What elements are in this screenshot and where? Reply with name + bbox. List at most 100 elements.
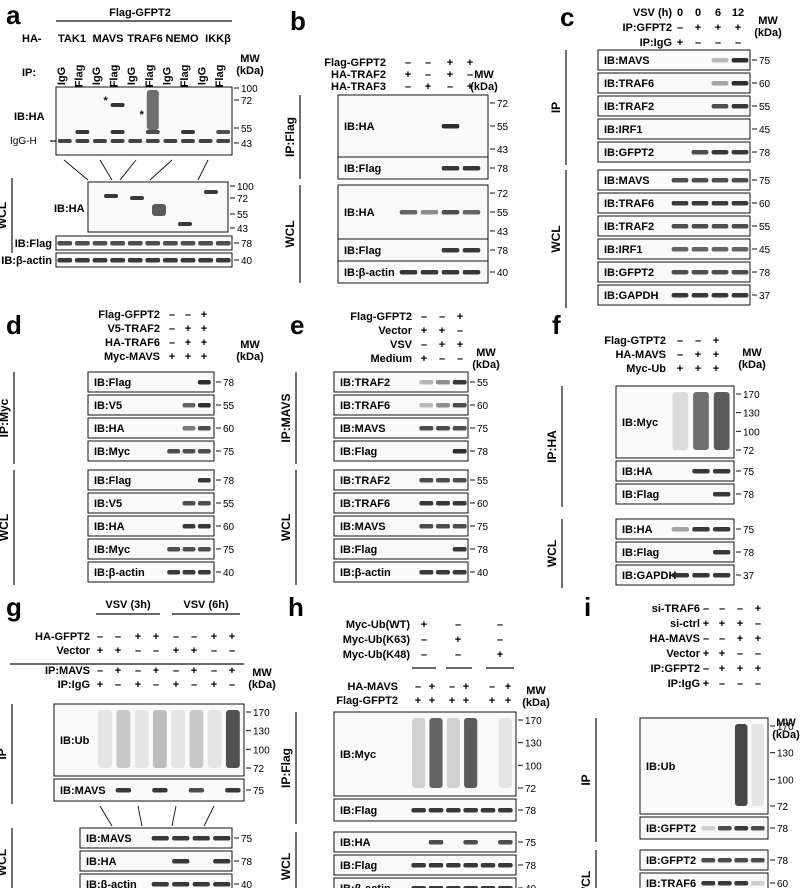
treatment-sign: + [719,663,725,675]
treatment-sign: – [169,309,175,321]
mw-marker-label: 75 [223,545,235,556]
blot-band [92,241,108,246]
treatment-sign: – [497,619,503,631]
mw-marker-label: 60 [477,499,489,510]
blot-frame [55,235,233,251]
ub-smear [734,724,748,806]
ip-section-label: IP:MAVS [279,393,293,442]
blot-band [182,449,196,454]
ub-smear [672,392,689,450]
treatment-sign: + [429,681,435,693]
lane-connector [99,805,113,827]
blot-band [480,808,496,813]
treatment-sign: – [169,337,175,349]
mw-marker-label: 100 [777,775,794,786]
treatment-sign: + [713,363,719,375]
treatment-sign: 12 [732,7,744,19]
blot-frame [597,49,751,71]
blot-band [711,293,729,298]
blot-band [420,210,439,215]
treatment-sign: – [755,618,761,630]
blot-label: IB:Flag [94,475,131,487]
treatment-row-label: HA-TRAF2 [331,69,386,81]
mw-header: MW [758,15,778,27]
mw-marker-label: 170 [777,722,794,733]
igg-band [57,139,72,143]
blot-band [215,241,231,246]
blot-band [462,270,481,275]
mw-marker-label: 60 [223,424,235,435]
mw-marker-label: 75 [477,522,489,533]
mw-marker-label: 78 [497,246,509,257]
wcl-band [204,190,218,194]
ub-smear [429,718,443,788]
ip-section-label: IP:Myc [0,398,11,437]
blot-band [436,380,450,385]
treatment-sign: – [439,353,445,365]
mw-marker-label: 78 [525,861,537,872]
blot-band [182,426,196,431]
treatment-sign: + [211,631,217,643]
treatment-row-label: HA-TRAF3 [331,81,386,93]
mw-marker-label: 60 [223,522,235,533]
ip-section-label: IP:HA [545,430,559,463]
wcl-section-label: WCL [0,202,9,229]
wcl-section-label: WCL [579,871,593,888]
treatment-row-label: si-TRAF6 [652,603,700,615]
treatment-row-label: Vector [666,648,700,660]
blot-label: IB:β-actin [340,883,391,888]
igg-band [163,139,178,143]
treatment-sign: + [97,645,103,657]
blot-band [197,449,211,454]
mw-marker-label: 75 [477,424,489,435]
blot-label: IB:MAVS [86,833,132,845]
mw-marker-label: 43 [241,139,253,150]
treatment-row-label: IP:IgG [668,678,700,690]
mw-marker-label: 130 [777,749,794,760]
mw-marker-label: 100 [241,84,258,95]
blot-band [180,258,196,263]
blot-band [197,524,211,529]
treatment-row-label: HA-TRAF6 [105,337,160,349]
treatment-sign: + [153,665,159,677]
blot-label: IB:β-actin [344,267,395,279]
blot-label: IB:β-actin [1,255,52,267]
blot-frame [615,483,735,505]
treatment-sign: + [185,323,191,335]
igg-heavy-chain-label: IgG-H [10,136,37,147]
blot-band [711,104,729,109]
wcl-section-label: WCL [549,225,563,252]
treatment-row-label: Flag-GTPT2 [604,335,666,347]
treatment-row-label: Medium [370,353,412,365]
treatment-sign: + [505,681,511,693]
ip-column-label: IgG [161,67,173,85]
ub-smear [98,710,113,768]
treatment-sign: – [449,681,455,693]
mw-header: MW [240,339,260,351]
blot-band [750,826,765,831]
blot-band [441,210,460,215]
blot-frame [87,371,215,393]
coip-band [110,130,125,134]
treatment-sign: – [229,679,235,691]
treatment-sign: – [677,349,683,361]
mw-marker-label: 75 [743,525,755,536]
ip-section-label: IP [549,102,563,113]
mw-marker-label: 72 [497,189,509,200]
wcl-section-label: WCL [279,853,293,880]
ip-section-label: IP [579,774,593,785]
mw-marker-label: 55 [497,122,509,133]
treatment-sign: + [421,325,427,337]
blot-label: IB:V5 [94,400,122,412]
blot-label: IB:HA [344,121,375,133]
blot-band [188,788,205,793]
blot-band [701,826,716,831]
blot-band [692,469,710,474]
blot-band [436,426,450,431]
treatment-sign: – [169,323,175,335]
treatment-sign: – [405,57,411,69]
blot-band [419,403,434,408]
treatment-row-label: Myc-Ub(K63) [343,634,411,646]
blot-band [463,863,478,868]
mw-marker-label: 75 [241,834,253,845]
